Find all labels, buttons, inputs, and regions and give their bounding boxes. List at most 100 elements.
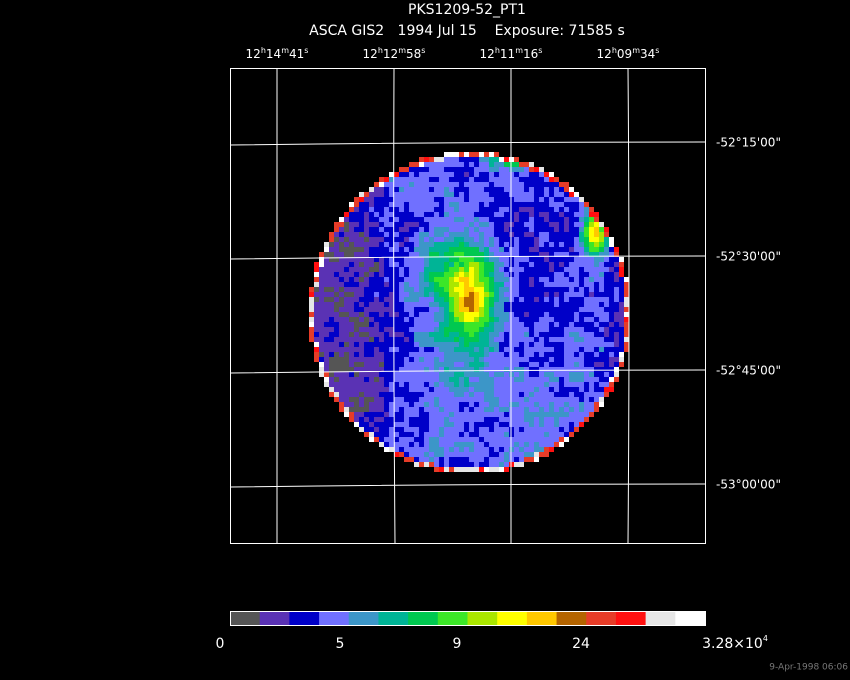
image-pixel — [314, 317, 319, 322]
image-pixel — [554, 297, 559, 302]
image-pixel — [584, 297, 589, 302]
image-pixel — [399, 422, 404, 427]
image-pixel — [539, 187, 544, 192]
image-pixel — [349, 342, 354, 347]
image-pixel — [554, 282, 559, 287]
image-pixel — [414, 212, 419, 217]
dec-label: -52°15'00" — [716, 136, 781, 150]
image-pixel — [454, 237, 459, 242]
image-pixel — [434, 377, 439, 382]
image-pixel — [444, 447, 449, 452]
image-pixel — [409, 217, 414, 222]
image-pixel — [414, 297, 419, 302]
image-pixel — [419, 242, 424, 247]
image-pixel — [469, 337, 474, 342]
image-pixel — [359, 387, 364, 392]
image-pixel — [459, 297, 464, 302]
image-pixel — [364, 347, 369, 352]
image-pixel — [389, 412, 394, 417]
image-pixel — [374, 402, 379, 407]
image-pixel — [464, 157, 469, 162]
image-pixel — [364, 382, 369, 387]
image-pixel — [599, 332, 604, 337]
image-pixel — [359, 242, 364, 247]
image-pixel — [519, 357, 524, 362]
image-pixel — [449, 452, 454, 457]
image-pixel — [394, 272, 399, 277]
image-pixel — [449, 192, 454, 197]
image-pixel — [349, 407, 354, 412]
image-pixel — [399, 237, 404, 242]
image-pixel — [614, 372, 619, 377]
image-pixel — [569, 402, 574, 407]
image-pixel — [334, 352, 339, 357]
image-pixel — [409, 297, 414, 302]
image-pixel — [539, 382, 544, 387]
image-pixel — [454, 202, 459, 207]
image-pixel — [604, 247, 609, 252]
image-pixel — [589, 357, 594, 362]
image-pixel — [459, 162, 464, 167]
image-pixel — [479, 212, 484, 217]
image-pixel — [559, 417, 564, 422]
image-pixel — [374, 437, 379, 442]
image-pixel — [469, 462, 474, 467]
colorbar-swatch — [645, 611, 676, 625]
image-pixel — [444, 302, 449, 307]
image-pixel — [424, 357, 429, 362]
image-pixel — [524, 297, 529, 302]
image-pixel — [469, 427, 474, 432]
image-pixel — [529, 352, 534, 357]
image-pixel — [439, 462, 444, 467]
image-pixel — [519, 282, 524, 287]
image-pixel — [474, 157, 479, 162]
image-pixel — [349, 252, 354, 257]
image-pixel — [459, 442, 464, 447]
image-pixel — [389, 367, 394, 372]
image-pixel — [574, 327, 579, 332]
image-pixel — [429, 307, 434, 312]
image-pixel — [384, 242, 389, 247]
image-pixel — [514, 187, 519, 192]
image-pixel — [384, 267, 389, 272]
image-pixel — [479, 222, 484, 227]
image-pixel — [384, 312, 389, 317]
image-pixel — [494, 162, 499, 167]
image-pixel — [484, 317, 489, 322]
image-pixel — [359, 222, 364, 227]
image-pixel — [504, 232, 509, 237]
image-pixel — [534, 257, 539, 262]
image-pixel — [399, 297, 404, 302]
image-pixel — [399, 397, 404, 402]
image-pixel — [504, 182, 509, 187]
image-pixel — [579, 202, 584, 207]
image-pixel — [494, 217, 499, 222]
ra-grid-line — [276, 67, 278, 544]
image-pixel — [429, 177, 434, 182]
image-pixel — [479, 192, 484, 197]
image-pixel — [404, 362, 409, 367]
image-pixel — [489, 247, 494, 252]
image-pixel — [554, 377, 559, 382]
image-pixel — [349, 337, 354, 342]
image-pixel — [544, 257, 549, 262]
image-pixel — [579, 217, 584, 222]
image-pixel — [394, 422, 399, 427]
image-pixel — [374, 247, 379, 252]
ra-value: 11 — [500, 47, 515, 61]
image-pixel — [519, 297, 524, 302]
image-pixel — [394, 297, 399, 302]
image-pixel — [439, 197, 444, 202]
image-pixel — [344, 292, 349, 297]
image-pixel — [539, 262, 544, 267]
image-pixel — [589, 217, 594, 222]
image-pixel — [424, 397, 429, 402]
image-pixel — [549, 447, 554, 452]
image-pixel — [379, 297, 384, 302]
image-pixel — [404, 297, 409, 302]
image-pixel — [449, 437, 454, 442]
image-pixel — [474, 282, 479, 287]
image-pixel — [519, 352, 524, 357]
image-pixel — [404, 267, 409, 272]
image-pixel — [514, 332, 519, 337]
